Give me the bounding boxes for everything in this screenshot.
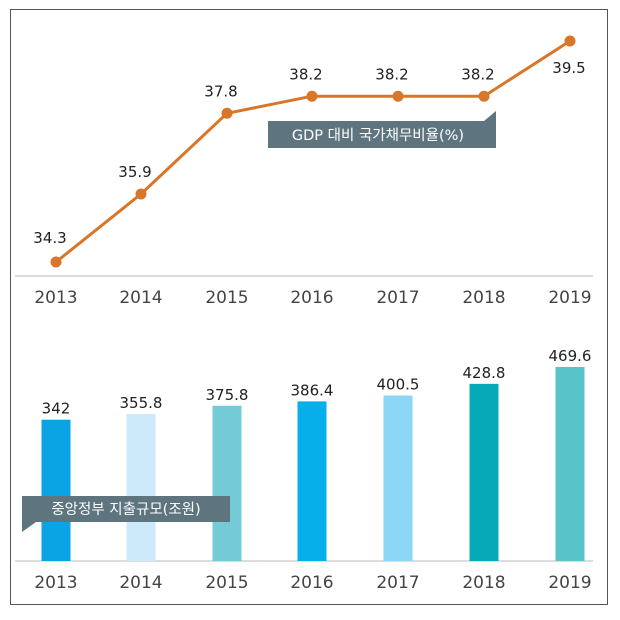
bar-x-tick-2013: 2013 [34,573,77,593]
bar-2013 [41,419,71,561]
line-x-tick-2019: 2019 [548,288,591,308]
bar-x-tick-2018: 2018 [462,573,505,593]
bar-2015 [212,405,242,561]
line-value-label-2017: 38.2 [375,65,408,83]
bar-2017 [383,395,413,561]
bar-value-label-2017: 400.5 [377,376,420,394]
bar-value-label-2015: 375.8 [206,386,249,404]
line-x-tick-2018: 2018 [462,288,505,308]
bar-series-tag [22,496,230,532]
line-point-2017 [392,90,404,102]
bar-x-tick-2015: 2015 [205,573,248,593]
bar-value-label-2019: 469.6 [549,347,592,365]
line-x-tick-2013: 2013 [34,288,77,308]
bar-chart-panel: 342 355.8 375.8 386.4 400.5 428.8 469.6 2013 201… [15,347,593,593]
bar-value-label-2018: 428.8 [463,364,506,382]
line-point-2018 [478,90,490,102]
line-point-2015 [221,107,233,119]
line-value-label-2016: 38.2 [289,65,322,83]
bar-value-label-2014: 355.8 [120,394,163,412]
bar-2014 [126,414,156,561]
bar-2016 [297,401,327,561]
line-value-label-2013: 34.3 [33,229,66,247]
bar-value-label-2013: 342 [42,400,71,418]
line-value-label-2019: 39.5 [552,59,585,77]
line-value-label-2014: 35.9 [118,163,151,181]
line-value-label-2018: 38.2 [461,65,494,83]
line-point-2014 [135,188,147,200]
line-x-tick-2014: 2014 [119,288,162,308]
line-x-tick-2017: 2017 [376,288,419,308]
line-series-tag-label: GDP 대비 국가채무비율(%) [292,127,464,144]
line-point-2016 [306,90,318,102]
bar-value-label-2016: 386.4 [291,381,334,399]
bar-x-tick-2016: 2016 [290,573,333,593]
bar-series-tag-label: 중앙정부 지출규모(조원) [51,501,200,518]
line-chart-panel: 34.3 35.9 37.8 38.2 38.2 38.2 39.5 2013 2014 2015… [15,35,593,308]
bar-2019 [555,367,585,561]
line-x-tick-2016: 2016 [290,288,333,308]
line-point-2019 [564,35,576,47]
line-series-tag [268,111,496,148]
bar-x-tick-2014: 2014 [119,573,162,593]
bar-2018 [469,383,499,561]
bar-x-tick-2017: 2017 [376,573,419,593]
bar-x-tick-2019: 2019 [548,573,591,593]
line-point-2013 [50,256,62,268]
line-value-label-2015: 37.8 [204,82,237,100]
line-x-tick-2015: 2015 [205,288,248,308]
